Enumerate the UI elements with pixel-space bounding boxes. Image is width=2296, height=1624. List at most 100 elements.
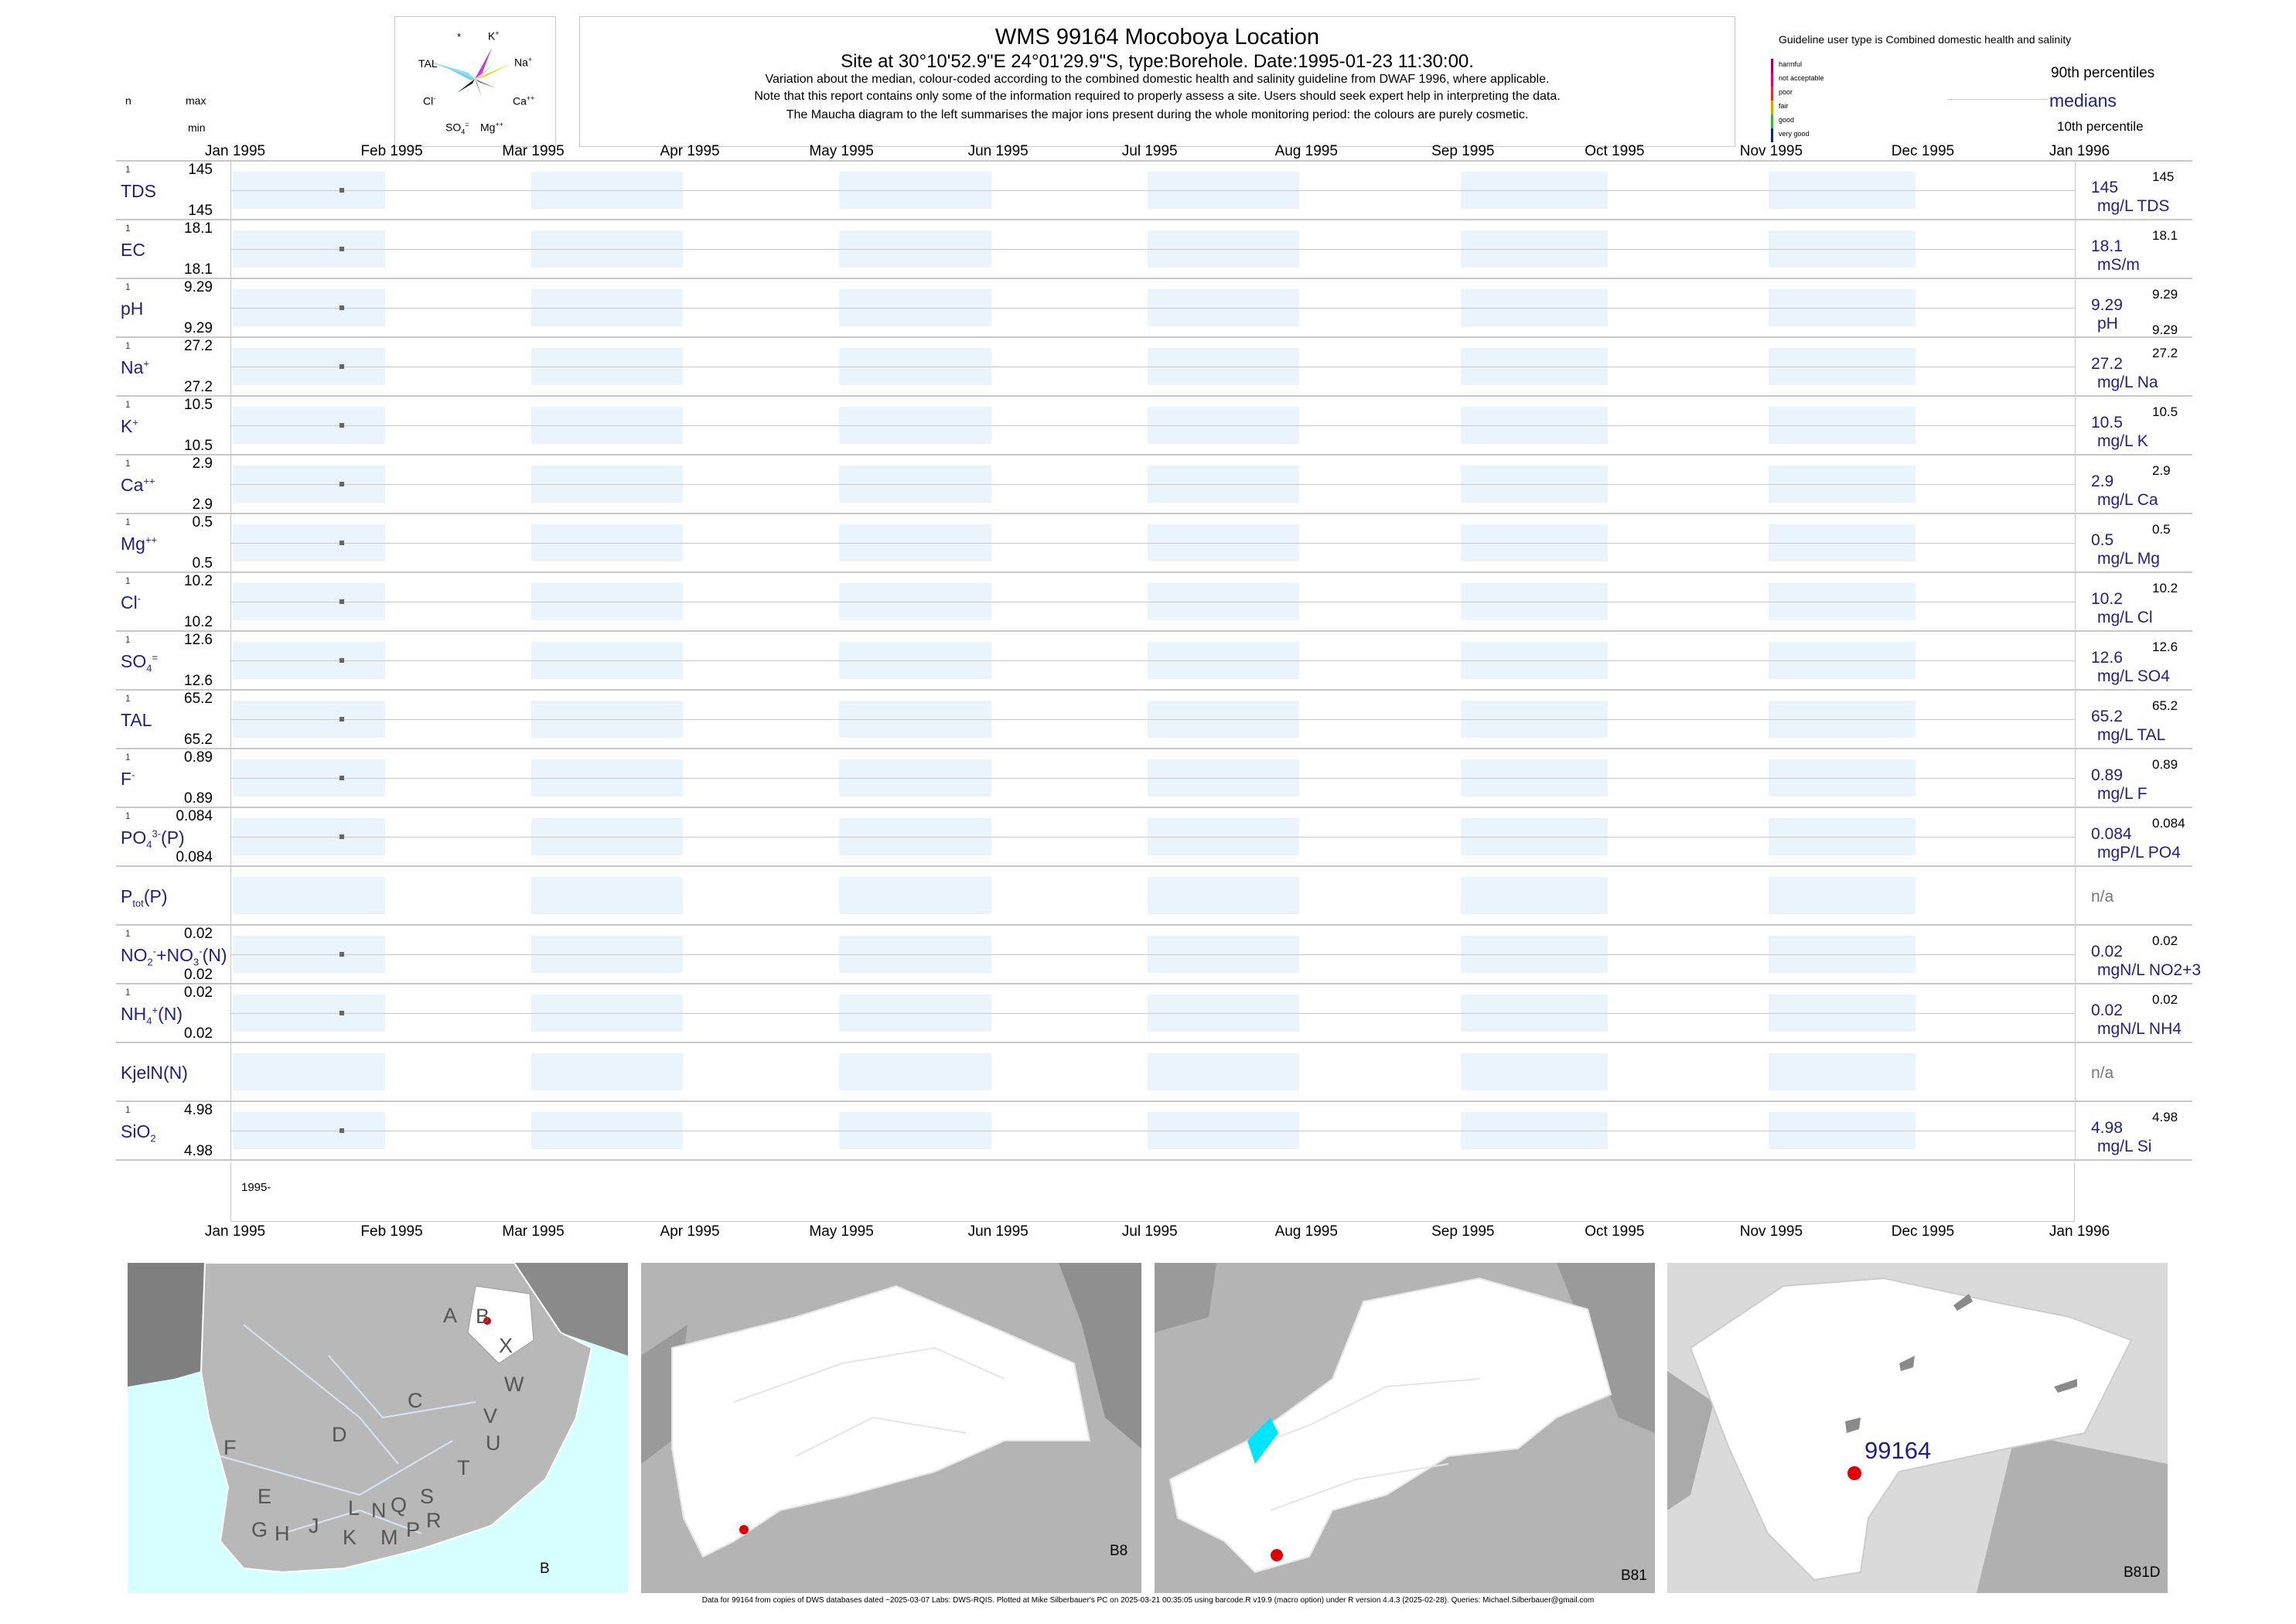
plot-frame-right	[2075, 513, 2076, 572]
x-tick-label-top: Mar 1995	[502, 143, 565, 159]
max-value: 0.02	[184, 984, 213, 1001]
x-tick-label-bottom: Aug 1995	[1274, 1223, 1338, 1240]
row-divider	[116, 630, 2192, 632]
row-divider	[116, 1159, 2192, 1161]
n-value: 1	[125, 1104, 131, 1115]
max-value: 0.02	[184, 926, 213, 942]
n-value: 1	[125, 575, 131, 586]
x-tick-label-top: May 1995	[809, 143, 874, 159]
row-divider	[116, 219, 2192, 220]
header-note-3: The Maucha diagram to the left summarise…	[786, 108, 1529, 121]
p90-value: 0.89	[2152, 757, 2178, 772]
p90-value: 0.084	[2152, 816, 2185, 831]
catchment-letter: V	[483, 1404, 498, 1428]
p90-value: 2.9	[2152, 463, 2171, 478]
median-value: 0.02	[2091, 1001, 2123, 1019]
data-point	[339, 541, 344, 545]
p90-value: 27.2	[2152, 346, 2178, 360]
catchment-letter: M	[380, 1526, 398, 1549]
row-divider-top	[116, 160, 2192, 162]
row-divider	[116, 807, 2192, 808]
catchment-letter: W	[504, 1373, 524, 1396]
catchment-letter: R	[426, 1509, 442, 1532]
n-value: 1	[125, 810, 131, 821]
x-tick-label-bottom: Jan 1995	[204, 1223, 266, 1240]
header-panel: WMS 99164 Mocoboya Location Site at 30°1…	[579, 16, 1735, 147]
parameter-label-15: KjelN(N)	[121, 1063, 188, 1083]
month-stripe	[531, 877, 684, 914]
row-divider	[116, 336, 2192, 338]
row-divider	[116, 1042, 2192, 1043]
maucha-label-ca: Ca++	[513, 94, 535, 107]
unit-label: mg/L SO4	[2097, 667, 2170, 685]
plot-frame-right	[2075, 278, 2076, 337]
plot-frame-right	[2075, 690, 2076, 749]
min-value: 65.2	[184, 732, 213, 748]
p10-value: 9.29	[2152, 322, 2178, 337]
plot-frame-right	[2075, 631, 2076, 690]
catchment-letter: N	[371, 1499, 387, 1522]
n-value: 1	[125, 693, 131, 704]
guideline-legend: harmful not acceptable poor fair good very go…	[1771, 59, 1879, 142]
parameter-label-4: K+	[121, 416, 138, 436]
month-stripe	[531, 1053, 684, 1090]
unit-label: mg/L Na	[2097, 374, 2158, 391]
medians-label: medians	[2049, 90, 2117, 111]
parameter-label-9: TAL	[121, 710, 152, 730]
n-value: 1	[125, 634, 131, 645]
median-value: 27.2	[2091, 355, 2123, 373]
min-value: 0.02	[184, 967, 213, 983]
unit-label: mgN/L NH4	[2097, 1020, 2182, 1038]
catchment-letter: T	[457, 1456, 470, 1479]
median-legend-line	[1947, 99, 2048, 100]
maucha-label-star: *	[457, 31, 462, 43]
p90-label: 90th percentiles	[2051, 65, 2155, 81]
parameter-label-11: PO43-(P)	[121, 827, 185, 851]
maucha-label-cl: Cl-	[423, 94, 436, 107]
unit-label: mg/L Mg	[2097, 550, 2160, 568]
row-divider	[116, 865, 2192, 867]
x-tick-label-bottom: Nov 1995	[1739, 1223, 1803, 1240]
data-point	[339, 658, 344, 663]
unit-label: mg/L TDS	[2097, 197, 2170, 215]
median-line	[230, 190, 2075, 191]
median-value: 12.6	[2091, 649, 2123, 667]
median-line	[230, 425, 2075, 426]
x-tick-label-top: Jan 1995	[204, 143, 266, 159]
month-stripe	[1460, 1053, 1608, 1090]
site-marker-icon	[739, 1525, 749, 1534]
max-value: 4.98	[184, 1102, 213, 1118]
header-note-2: Note that this report contains only some…	[754, 90, 1561, 103]
x-tick-label-bottom: Jan 1996	[2049, 1223, 2110, 1240]
n-value: 1	[125, 399, 131, 410]
median-line	[230, 778, 2075, 779]
catchment-letter: K	[343, 1526, 357, 1549]
map-catchment-b81: B81	[1155, 1263, 1655, 1593]
data-point	[339, 423, 344, 428]
min-header: min	[188, 121, 206, 134]
plot-frame-right	[2075, 984, 2076, 1042]
n-header: n	[125, 94, 131, 107]
min-value: 0.02	[184, 1025, 213, 1042]
guideline-colour-bar	[1771, 73, 1773, 87]
data-point	[339, 599, 344, 604]
unit-label: mg/L K	[2097, 432, 2148, 450]
maucha-star-icon	[426, 48, 511, 97]
catchment-letter: J	[309, 1514, 319, 1537]
x-tick-label-top: Dec 1995	[1891, 143, 1955, 159]
median-line	[230, 484, 2075, 485]
plot-frame-right	[2075, 455, 2076, 513]
data-point	[339, 482, 344, 486]
x-tick-label-top: Jul 1995	[1121, 143, 1178, 159]
maucha-label-tal: TAL	[418, 57, 438, 70]
row-divider	[116, 924, 2192, 926]
guideline-colour-bar	[1771, 114, 1773, 128]
catchment-letter: X	[499, 1334, 513, 1357]
x-tick-label-top: Apr 1995	[660, 143, 720, 159]
min-value: 27.2	[184, 379, 213, 395]
n-value: 1	[125, 987, 131, 998]
x-tick-label-bottom: May 1995	[809, 1223, 874, 1240]
plot-frame-right	[2075, 161, 2076, 220]
unit-label: mg/L Si	[2097, 1138, 2152, 1155]
parameter-label-6: Mg++	[121, 534, 158, 554]
